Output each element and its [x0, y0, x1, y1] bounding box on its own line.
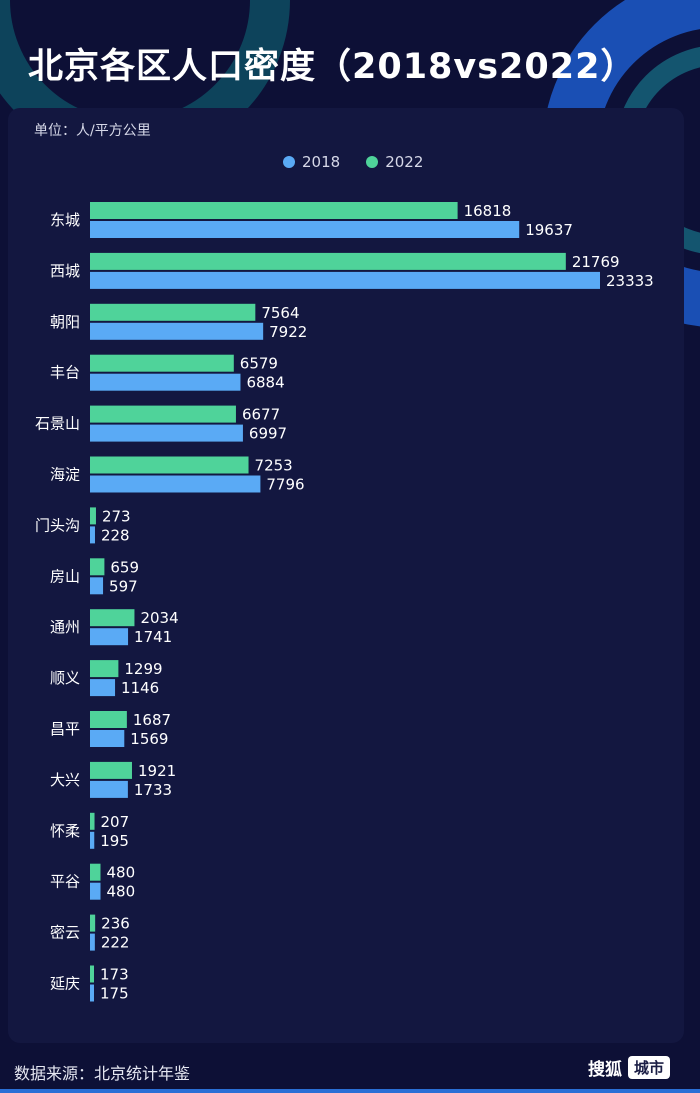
brand-name: 搜狐	[588, 1060, 622, 1080]
value-label-2022: 1299	[124, 660, 162, 678]
bar-2022	[90, 252, 566, 270]
value-label-2022: 480	[106, 864, 135, 882]
bar-2022	[90, 609, 135, 627]
bar-2018	[90, 577, 104, 595]
legend-item-2022: 2022	[366, 153, 423, 171]
bar-2018	[90, 373, 241, 391]
category-label: 海淀	[50, 466, 80, 484]
value-label-2022: 207	[101, 813, 130, 831]
bar-2018	[90, 322, 264, 340]
bar-2022	[90, 761, 132, 779]
bar-2018	[90, 679, 116, 697]
legend-dot-2018	[283, 156, 295, 168]
legend-label-2018: 2018	[302, 153, 341, 171]
category-label: 大兴	[50, 771, 80, 789]
value-label-2018: 23333	[606, 272, 654, 290]
unit-label: 单位：人/平方公里	[34, 123, 151, 139]
bar-2018	[90, 424, 243, 442]
category-label: 通州	[50, 618, 80, 636]
value-label-2022: 7564	[261, 304, 299, 322]
category-label: 东城	[50, 211, 80, 229]
bar-2022	[90, 354, 234, 372]
category-label: 门头沟	[35, 516, 80, 534]
category-label: 丰台	[50, 364, 80, 382]
bar-2018	[90, 271, 600, 289]
value-label-2018: 1741	[134, 628, 172, 646]
value-label-2018: 228	[101, 526, 130, 544]
value-label-2022: 2034	[140, 609, 178, 627]
value-label-2018: 175	[100, 985, 129, 1003]
value-label-2022: 173	[100, 966, 129, 984]
category-label: 怀柔	[50, 822, 80, 840]
value-label-2018: 7796	[266, 476, 304, 494]
value-label-2018: 6884	[246, 374, 284, 392]
bar-2022	[90, 405, 236, 423]
source-note: 数据来源：北京统计年鉴	[14, 1064, 191, 1083]
bar-2022	[90, 965, 94, 983]
page-title: 北京各区人口密度（2018vs2022）	[28, 47, 637, 87]
legend-item-2018: 2018	[283, 153, 340, 171]
value-label-2022: 659	[110, 558, 139, 576]
bar-2018	[90, 882, 101, 900]
bar-2018	[90, 831, 95, 849]
bar-2022	[90, 812, 95, 830]
value-label-2022: 1687	[133, 711, 171, 729]
category-label: 西城	[50, 262, 80, 280]
bar-2018	[90, 475, 261, 493]
value-label-2018: 195	[100, 832, 129, 850]
legend-label-2022: 2022	[385, 153, 424, 171]
bar-2018	[90, 628, 129, 646]
value-label-2018: 7922	[269, 323, 307, 341]
value-label-2022: 1921	[138, 762, 176, 780]
value-label-2022: 21769	[572, 253, 620, 271]
value-label-2018: 1733	[134, 781, 172, 799]
value-label-2022: 236	[101, 915, 130, 933]
value-label-2018: 19637	[525, 221, 573, 239]
legend-dot-2022	[366, 156, 379, 168]
bar-2018	[90, 780, 128, 798]
category-label: 昌平	[50, 720, 80, 738]
brand-tag: 城市	[628, 1056, 671, 1079]
bar-2022	[90, 456, 249, 474]
bar-2022	[90, 711, 127, 728]
value-label-2018: 222	[101, 934, 130, 952]
bar-2022	[90, 558, 105, 576]
category-label: 房山	[50, 567, 80, 585]
value-label-2018: 1569	[130, 730, 168, 748]
bar-2022	[90, 660, 119, 678]
value-label-2018: 597	[109, 577, 138, 595]
bar-2018	[90, 526, 95, 544]
bar-2018	[90, 933, 95, 951]
value-label-2022: 7253	[255, 457, 293, 475]
bar-2022	[90, 507, 96, 525]
category-label: 密云	[50, 924, 80, 942]
brand-logo: 搜狐 城市	[588, 1055, 671, 1080]
value-label-2022: 16818	[464, 202, 512, 220]
value-label-2022: 6677	[242, 406, 280, 424]
bottom-accent-bar	[0, 1089, 700, 1093]
bar-2018	[90, 730, 125, 747]
category-label: 石景山	[35, 415, 80, 433]
chart-legend: 2018 2022	[283, 153, 423, 171]
value-label-2018: 6997	[249, 425, 287, 443]
value-label-2018: 480	[106, 883, 135, 901]
category-label: 延庆	[50, 975, 80, 993]
bar-2022	[90, 914, 96, 932]
bar-2018	[90, 221, 520, 238]
value-label-2022: 273	[102, 507, 131, 525]
category-label: 平谷	[50, 873, 80, 891]
bar-2022	[90, 202, 458, 219]
bar-2018	[90, 984, 94, 1002]
category-label: 朝阳	[50, 313, 80, 331]
value-label-2022: 6579	[240, 355, 278, 373]
value-label-2018: 1146	[121, 679, 159, 697]
category-label: 顺义	[50, 669, 80, 687]
bar-2022	[90, 863, 101, 881]
bar-2022	[90, 303, 256, 321]
